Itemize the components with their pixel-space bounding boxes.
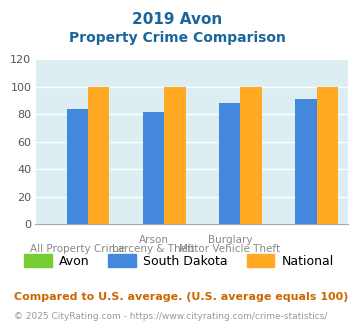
Text: Burglary: Burglary: [208, 235, 252, 245]
Text: Compared to U.S. average. (U.S. average equals 100): Compared to U.S. average. (U.S. average …: [14, 292, 349, 302]
Text: All Property Crime: All Property Crime: [30, 244, 125, 254]
Bar: [164, 87, 186, 224]
Text: Arson: Arson: [138, 235, 169, 245]
Bar: [295, 99, 317, 224]
Bar: [219, 103, 240, 224]
Text: Larceny & Theft: Larceny & Theft: [112, 244, 195, 254]
Text: Property Crime Comparison: Property Crime Comparison: [69, 31, 286, 45]
Text: 2019 Avon: 2019 Avon: [132, 12, 223, 26]
Bar: [67, 109, 88, 224]
Bar: [88, 87, 109, 224]
Bar: [240, 87, 262, 224]
Text: Motor Vehicle Theft: Motor Vehicle Theft: [179, 244, 280, 254]
Bar: [317, 87, 338, 224]
Legend: Avon, South Dakota, National: Avon, South Dakota, National: [24, 254, 334, 268]
Text: © 2025 CityRating.com - https://www.cityrating.com/crime-statistics/: © 2025 CityRating.com - https://www.city…: [14, 312, 328, 321]
Bar: [143, 112, 164, 224]
